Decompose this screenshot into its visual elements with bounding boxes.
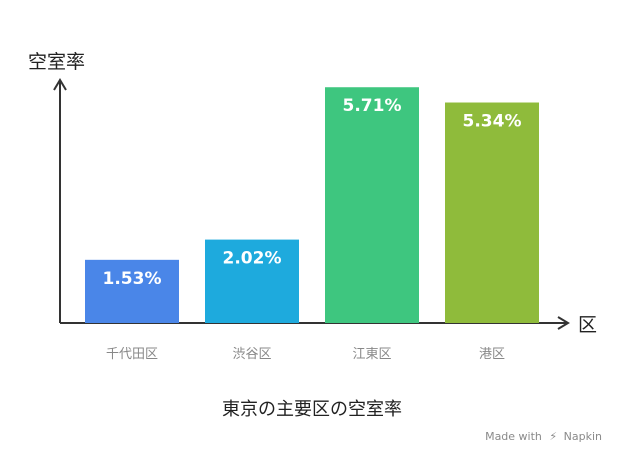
x-axis-arrow-icon [557,316,570,330]
y-axis-label: 空室率 [28,51,85,73]
bars-group: 1.53% 千代田区 2.02% 渋谷区 5.71% 江東区 5.34% 港区 [85,87,539,362]
watermark-prefix: Made with [485,430,542,443]
category-label-3: 港区 [479,347,505,362]
x-axis-label: 区 [578,314,597,336]
bar-value-label-1: 2.02% [223,249,282,269]
napkin-logo-icon: ⚡ [549,430,558,443]
bar-3 [445,102,539,323]
bar-1 [205,239,299,323]
category-label-1: 渋谷区 [232,347,271,362]
bar-0 [85,259,179,323]
bar-value-label-0: 1.53% [103,269,162,289]
chart-title: 東京の主要区の空室率 [222,399,402,420]
category-label-0: 千代田区 [106,347,158,362]
bar-value-label-3: 5.34% [463,112,522,132]
watermark: Made with ⚡ Napkin [485,430,602,443]
y-axis-arrow-icon [53,78,67,91]
watermark-brand: Napkin [563,430,602,443]
bar-value-label-2: 5.71% [343,96,402,116]
category-label-2: 江東区 [352,346,391,362]
bar-2 [325,87,419,323]
